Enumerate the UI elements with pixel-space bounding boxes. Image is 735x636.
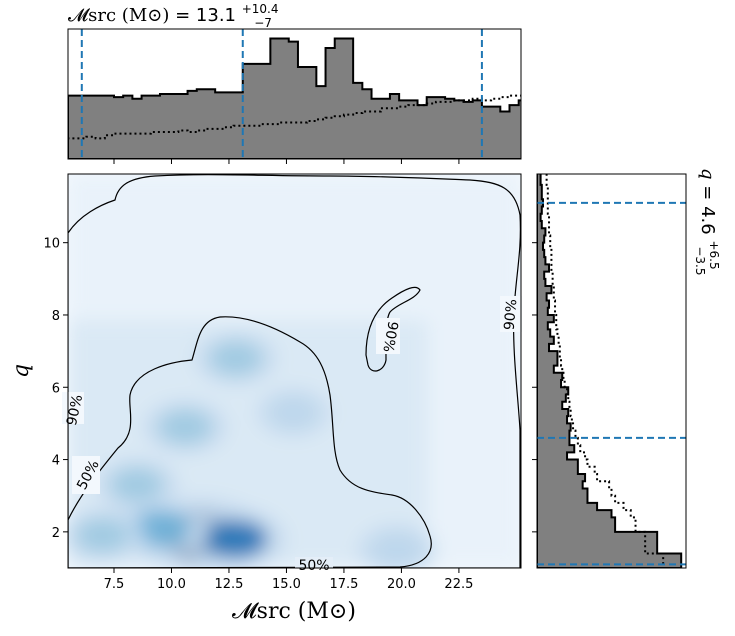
- y-tick-label: 4: [52, 454, 60, 469]
- contour-label-bg-4: [500, 296, 522, 332]
- heatmap-blobs: [68, 174, 521, 568]
- y-tick-label: 2: [52, 526, 60, 541]
- x-tick-label: 10.0: [157, 577, 186, 592]
- contour-90-island: [365, 286, 421, 372]
- contour-label-90-left: 90%: [64, 393, 86, 427]
- contour-label-90-island: 90%: [379, 320, 400, 353]
- heatmap-peak-8: [371, 533, 422, 567]
- x-tick-label: 15.0: [272, 577, 301, 592]
- x-tick-label: 7.5: [104, 577, 125, 592]
- right-marginal-histogram: [537, 174, 683, 568]
- y-tick-label: 6: [52, 381, 60, 396]
- right-hist-dotted: [537, 174, 665, 568]
- top-marginal-ticks: [113, 159, 460, 164]
- right-marginal-quantiles: [537, 201, 686, 566]
- x-tick-label: 20.0: [387, 577, 416, 592]
- right-title-upper: +6.5: [707, 240, 721, 269]
- contour-label-bg-5: [295, 557, 333, 568]
- right-hist-filled: [537, 174, 683, 568]
- top-marginal-panel: 𝓜src (M⊙) = 13.1 +10.4 −7: [67, 0, 522, 164]
- density-heatmap: [68, 174, 521, 568]
- y-axis-label: q: [9, 364, 34, 378]
- right-marginal-frame: [536, 173, 687, 569]
- heatmap-peak-7: [270, 397, 317, 429]
- right-title-lower: −3.5: [693, 246, 707, 275]
- right-marginal-ticks: [532, 242, 537, 533]
- x-tick-label: 12.5: [214, 577, 243, 592]
- right-title-median: 4.6: [697, 206, 718, 235]
- heatmap-peak-6: [209, 341, 263, 376]
- heatmap-peak-2: [130, 509, 190, 547]
- joint-frame: [67, 173, 522, 569]
- top-marginal-frame: [67, 28, 522, 160]
- top-marginal-title: 𝓜src (M⊙) = 13.1 +10.4 −7: [68, 0, 284, 30]
- top-title-median: 13.1: [196, 5, 236, 26]
- heatmap-peak-3: [75, 518, 130, 553]
- right-marginal-panel: q = 4.6 +6.5 −3.5: [532, 168, 726, 569]
- x-tick-label: 17.5: [329, 577, 358, 592]
- right-marginal-title: q = 4.6 +6.5 −3.5: [693, 168, 726, 275]
- right-title-eq: =: [697, 185, 718, 206]
- contour-label-50-bottom: 50%: [298, 558, 329, 574]
- joint-ticks: 7.5 10.0 12.5 15.0 17.5 20.0 22.5 2 4 6 8 10: [43, 237, 473, 592]
- top-title-eq: =: [175, 5, 196, 26]
- x-tick-label: 22.5: [444, 577, 473, 592]
- joint-panel: 90% 50% 90% 90% 50% 7.5 10.0 12.5 15.0 17.5 2…: [9, 173, 522, 624]
- contour-label-bg-3: [376, 318, 400, 354]
- y-tick-label: 8: [52, 309, 60, 324]
- contour-labels: 90% 50% 90% 90% 50%: [62, 296, 522, 574]
- top-title-upper: +10.4: [242, 2, 279, 16]
- y-tick-label: 10: [43, 237, 60, 252]
- top-marginal-histogram: [68, 37, 521, 159]
- heatmap-peak-4: [110, 468, 164, 502]
- top-title-param: 𝓜src (M⊙): [68, 5, 169, 26]
- right-title-param: q: [697, 168, 718, 180]
- top-hist-filled: [68, 37, 521, 159]
- contour-label-90-right: 90%: [502, 298, 521, 330]
- contour-label-bg-2: [72, 456, 100, 494]
- heatmap-peak-1: [203, 519, 268, 559]
- top-title-lower: −7: [254, 16, 272, 30]
- contour-50-main: [68, 316, 432, 568]
- x-axis-label: 𝓜src (M⊙): [232, 599, 356, 624]
- heatmap-peak-5: [158, 410, 212, 445]
